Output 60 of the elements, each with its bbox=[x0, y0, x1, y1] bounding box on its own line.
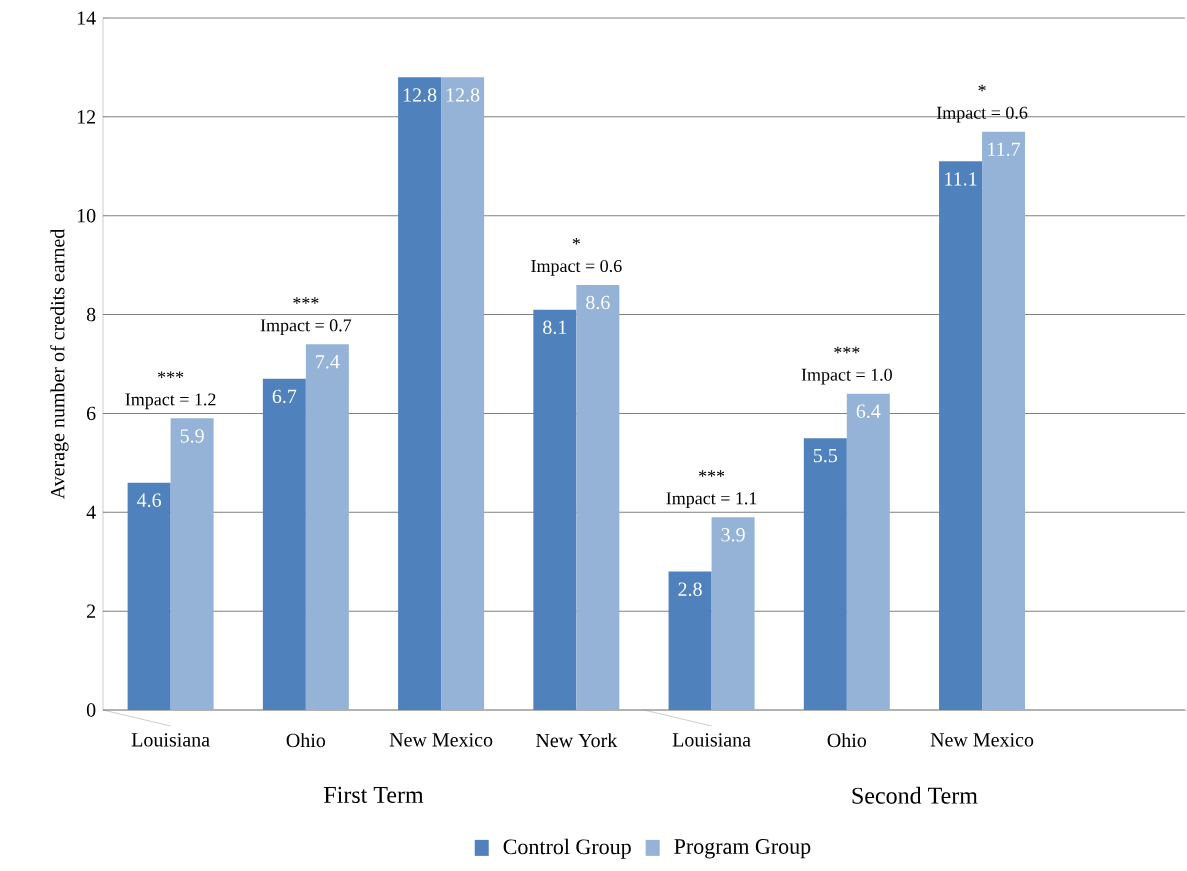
y-tick-label: 2 bbox=[87, 604, 96, 618]
x-tick-label: New Mexico bbox=[930, 733, 1034, 747]
annotation: Impact = 1.2 bbox=[125, 393, 216, 410]
y-tick-label: 12 bbox=[77, 110, 96, 124]
bar bbox=[533, 309, 577, 710]
bar bbox=[262, 378, 306, 710]
annotation: Impact = 1.1 bbox=[666, 492, 757, 509]
text: First Term bbox=[324, 786, 424, 803]
data-label: 8.1 bbox=[543, 320, 567, 335]
legend-label: Program Group bbox=[674, 839, 811, 859]
bar bbox=[668, 571, 712, 710]
bar bbox=[711, 517, 755, 710]
x-tick-label: Ohio bbox=[286, 733, 326, 748]
legend-label: Control Group bbox=[503, 838, 631, 859]
bar bbox=[441, 77, 485, 710]
annotation: *** bbox=[834, 346, 860, 354]
data-label: 12.8 bbox=[403, 88, 437, 102]
y-tick-label: 10 bbox=[77, 208, 96, 223]
data-label: 8.6 bbox=[586, 295, 610, 310]
data-label: 5.5 bbox=[813, 449, 838, 463]
data-label: 6.7 bbox=[272, 389, 297, 404]
annotation: * bbox=[978, 84, 986, 92]
y-tick-label: 14 bbox=[77, 11, 96, 25]
bar bbox=[305, 344, 349, 710]
bar bbox=[127, 482, 171, 710]
bar bbox=[846, 393, 890, 710]
bar bbox=[576, 284, 620, 710]
data-label: 2.8 bbox=[678, 582, 702, 597]
text: Second Term bbox=[852, 786, 978, 804]
bar bbox=[803, 438, 847, 710]
annotation: Impact = 1.0 bbox=[801, 368, 892, 385]
data-label: 11.1 bbox=[945, 172, 977, 186]
y-tick-label: 0 bbox=[86, 703, 96, 717]
data-label: 11.7 bbox=[988, 142, 1021, 157]
bar bbox=[398, 77, 442, 710]
x-tick-label: Louisiana bbox=[672, 733, 751, 747]
bar bbox=[170, 418, 214, 710]
x-tick-label: Ohio bbox=[827, 733, 867, 748]
y-axis-title: Average number of credits earned bbox=[50, 228, 69, 500]
annotation: Impact = 0.6 bbox=[936, 106, 1028, 123]
annotation: *** bbox=[293, 297, 319, 304]
bar bbox=[939, 161, 983, 710]
annotation: Impact = 0.7 bbox=[260, 319, 352, 336]
x-tick-label: Louisiana bbox=[131, 733, 210, 747]
y-tick-label: 6 bbox=[87, 406, 96, 421]
annotation: *** bbox=[698, 470, 725, 477]
data-label: 12.8 bbox=[446, 88, 480, 102]
data-label: 5.9 bbox=[180, 429, 204, 443]
bar bbox=[982, 131, 1026, 710]
data-label: 3.9 bbox=[721, 528, 745, 542]
x-tick-label: New York bbox=[535, 733, 618, 748]
annotation: Impact = 0.6 bbox=[531, 259, 622, 276]
y-tick-label: 8 bbox=[86, 307, 96, 322]
annotation: *** bbox=[158, 371, 184, 378]
annotation: * bbox=[572, 237, 580, 245]
data-label: 6.4 bbox=[856, 404, 881, 419]
x-tick-label: New Mexico bbox=[389, 733, 493, 747]
data-label: 7.4 bbox=[316, 355, 340, 369]
data-label: 4.6 bbox=[137, 493, 162, 508]
y-tick-label: 4 bbox=[86, 505, 96, 519]
